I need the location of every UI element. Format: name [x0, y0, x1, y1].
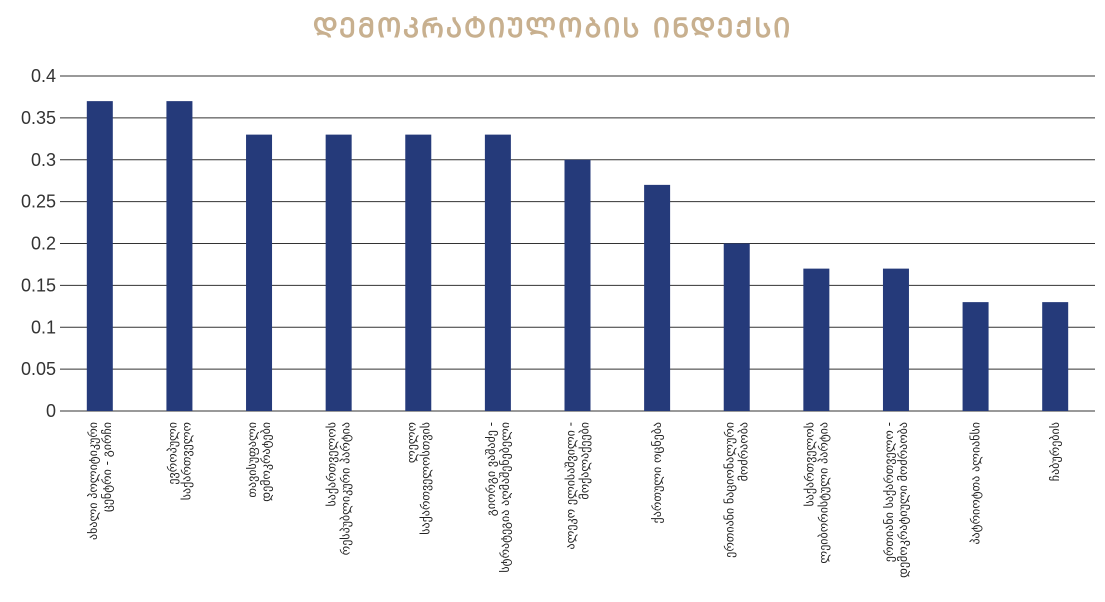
- bar: [484, 134, 511, 411]
- x-category-label: პატრიოტთა ალიანსი: [969, 422, 983, 545]
- y-tick-label: 0.25: [21, 192, 56, 212]
- bar: [166, 101, 193, 411]
- bar: [564, 159, 591, 411]
- y-tick-label: 0: [46, 401, 56, 421]
- bar: [644, 184, 671, 411]
- chart-title: ᲓᲔᲛᲝᲙᲠᲐᲢᲘᲣᲚᲝᲑᲘᲡ ᲘᲜᲓᲔᲥᲡᲘ: [312, 13, 793, 44]
- x-category-label: საქართველოსლეიბორისტული პარტია: [802, 422, 830, 564]
- bar: [962, 302, 989, 411]
- x-category-label: თავისუფალიდემოკრატები: [245, 422, 273, 502]
- x-category-label: ერთიანი საქართველო -დემოკრატიული მოძრაობ…: [882, 422, 910, 578]
- bar: [325, 134, 352, 411]
- x-category-label: ქართული ოცნება: [650, 422, 664, 523]
- x-category-label: საქართველოსრესპუბლიკური პარტია: [325, 422, 353, 555]
- bar: [405, 134, 432, 411]
- bar: [723, 243, 750, 411]
- y-tick-label: 0.15: [21, 275, 56, 295]
- y-tick-label: 0.4: [31, 66, 56, 86]
- x-category-label: ევროპულისაქართველო: [165, 422, 193, 500]
- x-category-label: ჩაბურების: [1048, 422, 1062, 481]
- x-category-label: ერთიანი ნაციონალურიმოძრაობა: [723, 422, 751, 558]
- y-tick-label: 0.35: [21, 108, 56, 128]
- bar: [1042, 302, 1069, 411]
- bar: [882, 268, 909, 411]
- y-tick-label: 0.2: [31, 234, 56, 254]
- bar: [246, 134, 273, 411]
- x-category-label: ალეკო ელისაშვილი -მოქალაქეები: [564, 422, 592, 549]
- bar: [803, 268, 830, 411]
- x-category-label: ახალი პოლიტიკურიცენტრი - გირჩი: [86, 422, 114, 540]
- x-category-label: ლელოსაქართველოსთვის: [404, 422, 432, 535]
- y-tick-label: 0.3: [31, 150, 56, 170]
- y-tick-label: 0.05: [21, 359, 56, 379]
- x-category-label: გიორგი ვაშაძე -სტრატეგია აღმაშენებელი: [484, 422, 512, 573]
- y-tick-label: 0.1: [31, 317, 56, 337]
- bar: [86, 101, 113, 411]
